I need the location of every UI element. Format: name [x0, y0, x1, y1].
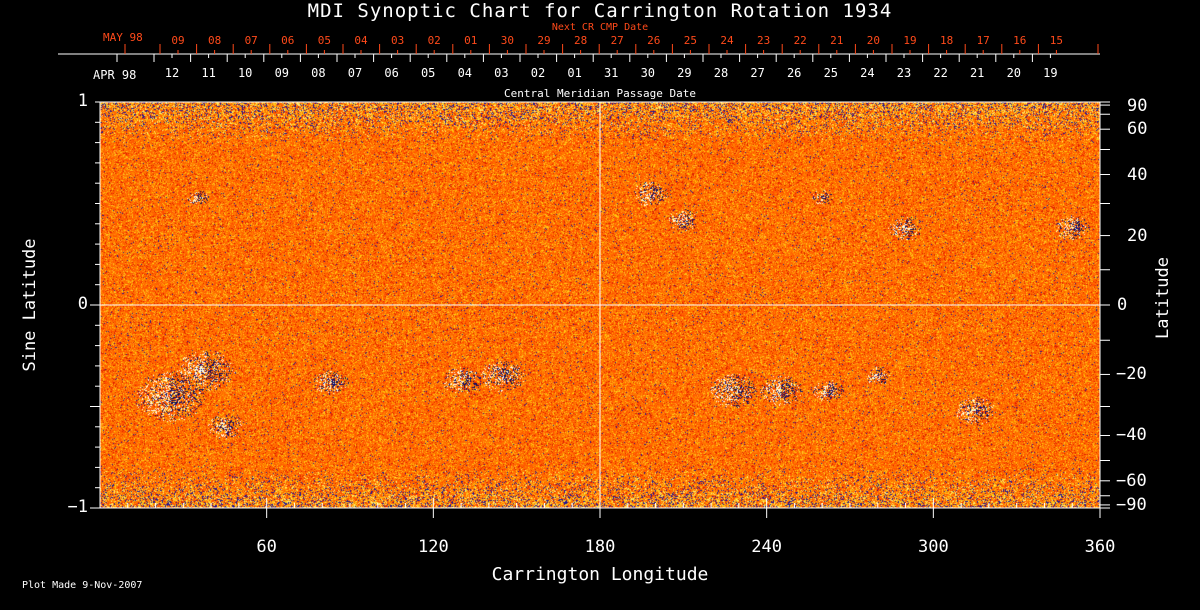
- x-tick-label: 60: [256, 537, 277, 557]
- cmp-date-label: 03: [494, 66, 509, 80]
- x-tick-label: 240: [751, 537, 783, 557]
- next-cr-date-label: 06: [281, 34, 295, 47]
- cmp-date-label: 09: [274, 66, 290, 80]
- next-cr-date-label: 18: [939, 34, 954, 47]
- next-cr-date-label: 07: [244, 34, 258, 47]
- next-cr-date-label: 08: [207, 34, 222, 47]
- next-cr-date-label: 03: [390, 34, 405, 47]
- next-cr-date-label: 01: [464, 34, 478, 47]
- plot-made-date: Plot Made 9-Nov-2007: [22, 580, 143, 591]
- y-tick-label-right: −40: [1116, 425, 1147, 446]
- next-cr-date-label: 04: [354, 34, 368, 47]
- cmp-date-label: 22: [933, 66, 948, 80]
- y-tick-label-left: 1: [77, 91, 88, 111]
- cmp-date-label: 31: [603, 66, 619, 80]
- cmp-date-label: 11: [201, 66, 216, 80]
- y-tick-label-left: −1: [67, 497, 88, 517]
- cmp-date-label: 29: [677, 66, 692, 80]
- chart-title: MDI Synoptic Chart for Carrington Rotati…: [307, 0, 893, 22]
- next-cr-start-label: MAY 98: [103, 31, 143, 44]
- next-cr-date-label: 17: [976, 34, 990, 47]
- cmp-date-label: 23: [896, 66, 912, 80]
- next-cr-date-label: 29: [537, 34, 551, 47]
- x-tick-label: 360: [1084, 537, 1116, 557]
- cmp-date-label: 04: [457, 66, 473, 80]
- y-tick-label-right: 90: [1127, 96, 1148, 116]
- cmp-date-label: 25: [823, 66, 839, 80]
- cmp-date-label: 28: [713, 66, 729, 80]
- next-cr-date-label: 20: [866, 34, 881, 47]
- y-tick-label-right: 40: [1127, 164, 1148, 185]
- y-tick-label-right: 0: [1117, 295, 1128, 315]
- y-tick-label-right: −20: [1116, 364, 1147, 385]
- y-axis-label-left: Sine Latitude: [20, 238, 40, 372]
- next-cr-date-label: 09: [171, 34, 185, 47]
- cmp-axis-title: Central Meridian Passage Date: [503, 87, 697, 100]
- next-cr-date-label: 05: [317, 34, 332, 47]
- cmp-date-label: 02: [530, 66, 546, 80]
- cmp-date-label: 30: [640, 66, 656, 80]
- cmp-date-label: 06: [384, 66, 399, 80]
- cmp-date-label: 24: [860, 66, 875, 80]
- next-cr-date-label: 30: [500, 34, 515, 47]
- y-tick-label-right: −60: [1116, 470, 1147, 491]
- cmp-date-label: 27: [750, 66, 765, 80]
- x-tick-label: 180: [584, 537, 616, 557]
- cmp-date-label: 20: [1006, 66, 1022, 80]
- next-cr-date-label: 21: [830, 34, 844, 47]
- next-cr-date-label: 23: [756, 34, 771, 47]
- x-axis-label: Carrington Longitude: [491, 564, 709, 585]
- y-tick-label-right: −90: [1116, 495, 1147, 515]
- y-tick-label-right: 60: [1127, 119, 1148, 140]
- cmp-date-label: 10: [237, 66, 253, 80]
- next-cr-date-label: 22: [793, 34, 807, 47]
- x-tick-label: 300: [917, 537, 949, 557]
- next-cr-date-label: 24: [720, 34, 734, 47]
- cmp-date-label: 26: [786, 66, 802, 80]
- next-cr-date-label: 15: [1049, 34, 1064, 47]
- cmp-date-label: 07: [347, 66, 363, 80]
- cmp-date-label: 08: [311, 66, 326, 80]
- y-axis-label-right: Latitude: [1153, 257, 1173, 339]
- next-cr-date-label: 25: [683, 34, 698, 47]
- cmp-start-label: APR 98: [93, 68, 137, 82]
- y-tick-label-right: 20: [1127, 225, 1148, 246]
- cmp-date-label: 05: [420, 66, 436, 80]
- cmp-date-label: 12: [164, 66, 180, 80]
- next-cr-axis-title: Next CR CMP Date: [551, 22, 649, 33]
- cmp-date-label: 21: [969, 66, 985, 80]
- next-cr-date-label: 02: [427, 34, 441, 47]
- cmp-date-label: 01: [567, 66, 582, 80]
- next-cr-date-label: 26: [647, 34, 661, 47]
- next-cr-date-label: 28: [573, 34, 588, 47]
- next-cr-date-label: 19: [903, 34, 917, 47]
- y-tick-label-left: 0: [77, 294, 88, 314]
- x-tick-label: 120: [417, 537, 449, 557]
- next-cr-date-label: 16: [1013, 34, 1027, 47]
- next-cr-date-label: 27: [610, 34, 624, 47]
- cmp-date-label: 19: [1043, 66, 1058, 80]
